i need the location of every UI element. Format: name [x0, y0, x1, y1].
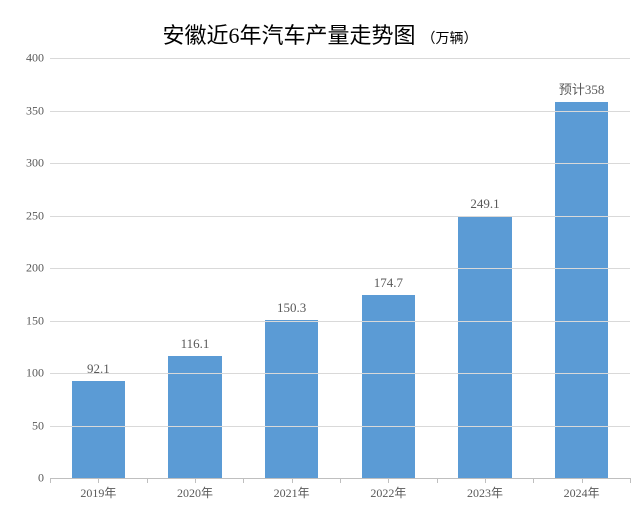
- gridline: [50, 268, 630, 269]
- x-axis-tick-label: 2020年: [177, 484, 213, 501]
- bar-value-label: 116.1: [181, 336, 210, 356]
- bar: 249.1: [458, 216, 511, 478]
- y-axis-tick-label: 50: [32, 418, 50, 433]
- x-axis-tick-label: 2019年: [80, 484, 116, 501]
- y-axis-tick-label: 400: [26, 51, 50, 66]
- y-axis-tick-label: 350: [26, 103, 50, 118]
- bar: 92.1: [72, 381, 125, 478]
- bar: 预计358: [555, 102, 608, 478]
- gridline: [50, 111, 630, 112]
- chart-title-main: 安徽近6年汽车产量走势图: [162, 23, 415, 48]
- x-axis-boundary-tick: [630, 478, 631, 483]
- bar-value-label: 174.7: [374, 275, 403, 295]
- y-axis-tick-label: 0: [38, 471, 50, 486]
- y-axis-tick-label: 200: [26, 261, 50, 276]
- plot-area: 92.1116.1150.3174.7249.1预计358 2019年2020年…: [50, 58, 630, 478]
- x-axis-tick-label: 2022年: [370, 484, 406, 501]
- y-axis-tick-label: 150: [26, 313, 50, 328]
- y-axis-tick-label: 250: [26, 208, 50, 223]
- gridline: [50, 216, 630, 217]
- bar-chart: 安徽近6年汽车产量走势图 （万辆） 92.1 116.1 150.3 174.7 249…: [0, 0, 640, 512]
- x-axis-tick-label: 2023年: [467, 484, 503, 501]
- bar-value-label: 249.1: [470, 196, 499, 216]
- y-axis-tick-label: 300: [26, 156, 50, 171]
- x-axis: 2019年 2020年 2021年 2022年 2023年 2024年: [50, 478, 630, 508]
- x-axis-line: [50, 478, 630, 479]
- gridline: [50, 163, 630, 164]
- chart-title: 安徽近6年汽车产量走势图 （万辆）: [0, 18, 640, 50]
- bar: 150.3: [265, 320, 318, 478]
- x-axis-tick-label: 2024年: [564, 484, 600, 501]
- bar: 174.7: [362, 295, 415, 478]
- y-axis-tick-label: 100: [26, 366, 50, 381]
- gridline: [50, 58, 630, 59]
- bar-value-label: 150.3: [277, 300, 306, 320]
- bar-value-label: 预计358: [559, 79, 605, 102]
- gridline: [50, 373, 630, 374]
- bar: 116.1: [168, 356, 221, 478]
- gridline: [50, 426, 630, 427]
- chart-title-unit: （万辆）: [422, 32, 478, 47]
- bar-value-label: 92.1: [87, 361, 110, 381]
- gridline: [50, 321, 630, 322]
- x-axis-tick-label: 2021年: [274, 484, 310, 501]
